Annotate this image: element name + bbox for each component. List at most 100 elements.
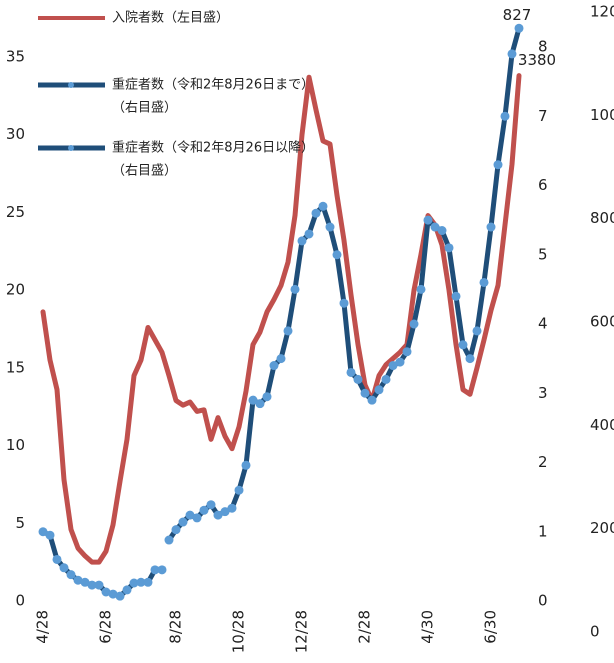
point <box>73 575 83 585</box>
point <box>297 236 307 246</box>
y3-tick-label: 400 <box>590 416 614 434</box>
point <box>283 326 293 336</box>
legend-label: 重症者数（令和2年8月26日まで） <box>112 77 314 93</box>
point <box>458 340 468 350</box>
point <box>321 138 325 143</box>
point <box>262 392 272 402</box>
x-tick-label: 6/28 <box>97 610 115 644</box>
legend-marker <box>68 145 74 151</box>
point <box>220 507 230 517</box>
point <box>244 389 248 394</box>
point <box>304 229 314 239</box>
y2-tick-label: 2 <box>538 453 548 471</box>
point <box>181 403 185 408</box>
y-tick-label: 20 <box>6 281 25 299</box>
point <box>195 409 199 414</box>
x-tick-label: 8/28 <box>167 610 185 644</box>
point <box>143 577 153 587</box>
point <box>167 373 171 378</box>
legend-label: （右目盛） <box>112 101 177 116</box>
point <box>482 337 486 342</box>
point <box>269 361 279 371</box>
point <box>52 554 62 564</box>
point <box>139 358 143 363</box>
point <box>342 238 346 243</box>
point <box>160 350 164 355</box>
point <box>129 578 139 588</box>
end-label: 827 <box>503 6 532 24</box>
point <box>255 399 265 409</box>
point <box>318 201 328 211</box>
point <box>136 577 146 587</box>
point <box>430 222 440 232</box>
point <box>493 160 503 170</box>
point <box>230 446 234 451</box>
y-tick-label: 10 <box>6 436 25 454</box>
point <box>437 226 447 236</box>
point <box>328 142 332 147</box>
point <box>514 23 524 33</box>
point <box>353 374 363 384</box>
point <box>199 505 209 515</box>
point <box>307 75 311 80</box>
series-line <box>166 25 522 543</box>
y-tick-label: 25 <box>6 203 25 221</box>
point <box>503 222 507 227</box>
point <box>41 309 45 314</box>
y-tick-label: 5 <box>15 514 25 532</box>
point <box>251 342 255 347</box>
point <box>146 325 150 330</box>
y2-tick-label: 6 <box>538 176 548 194</box>
y-tick-label: 30 <box>6 125 25 143</box>
point <box>402 347 412 357</box>
point <box>104 549 108 554</box>
point <box>507 49 517 59</box>
y3-tick-label: 800 <box>590 209 614 227</box>
y2-tick-label: 5 <box>538 245 548 263</box>
y-tick-label: 35 <box>6 48 25 66</box>
point <box>59 563 69 573</box>
point <box>374 385 384 395</box>
x-tick-label: 2/28 <box>356 610 374 644</box>
x-tick-label: 4/30 <box>419 610 437 644</box>
legend-label: 入院者数（左目盛） <box>112 11 229 26</box>
legend-label: 重症者数（令和2年8月26日以降） <box>112 140 314 156</box>
point <box>300 132 304 137</box>
point <box>290 284 300 294</box>
point <box>409 319 419 329</box>
point <box>265 309 269 314</box>
legend-marker <box>69 16 73 20</box>
point <box>150 565 160 575</box>
point <box>416 284 426 294</box>
point <box>479 277 489 287</box>
point <box>346 367 356 377</box>
point <box>447 288 451 293</box>
point <box>444 243 454 253</box>
point <box>213 510 223 520</box>
point <box>188 400 192 405</box>
point <box>69 527 73 532</box>
point <box>517 73 521 78</box>
point <box>87 580 97 590</box>
y-tick-label: 0 <box>15 592 25 610</box>
point <box>174 398 178 403</box>
point <box>286 260 290 265</box>
point <box>388 361 398 371</box>
point <box>311 208 321 218</box>
point <box>395 357 405 367</box>
point <box>279 283 283 288</box>
y-tick-label: 15 <box>6 358 25 376</box>
point <box>66 570 76 580</box>
legend-marker <box>68 82 74 88</box>
point <box>118 479 122 484</box>
point <box>496 283 500 288</box>
point <box>76 546 80 551</box>
point <box>451 291 461 301</box>
point <box>185 510 195 520</box>
point <box>45 530 55 540</box>
point <box>377 373 381 378</box>
y2-tick-label: 0 <box>538 592 548 610</box>
point <box>412 288 416 293</box>
point <box>510 162 514 167</box>
